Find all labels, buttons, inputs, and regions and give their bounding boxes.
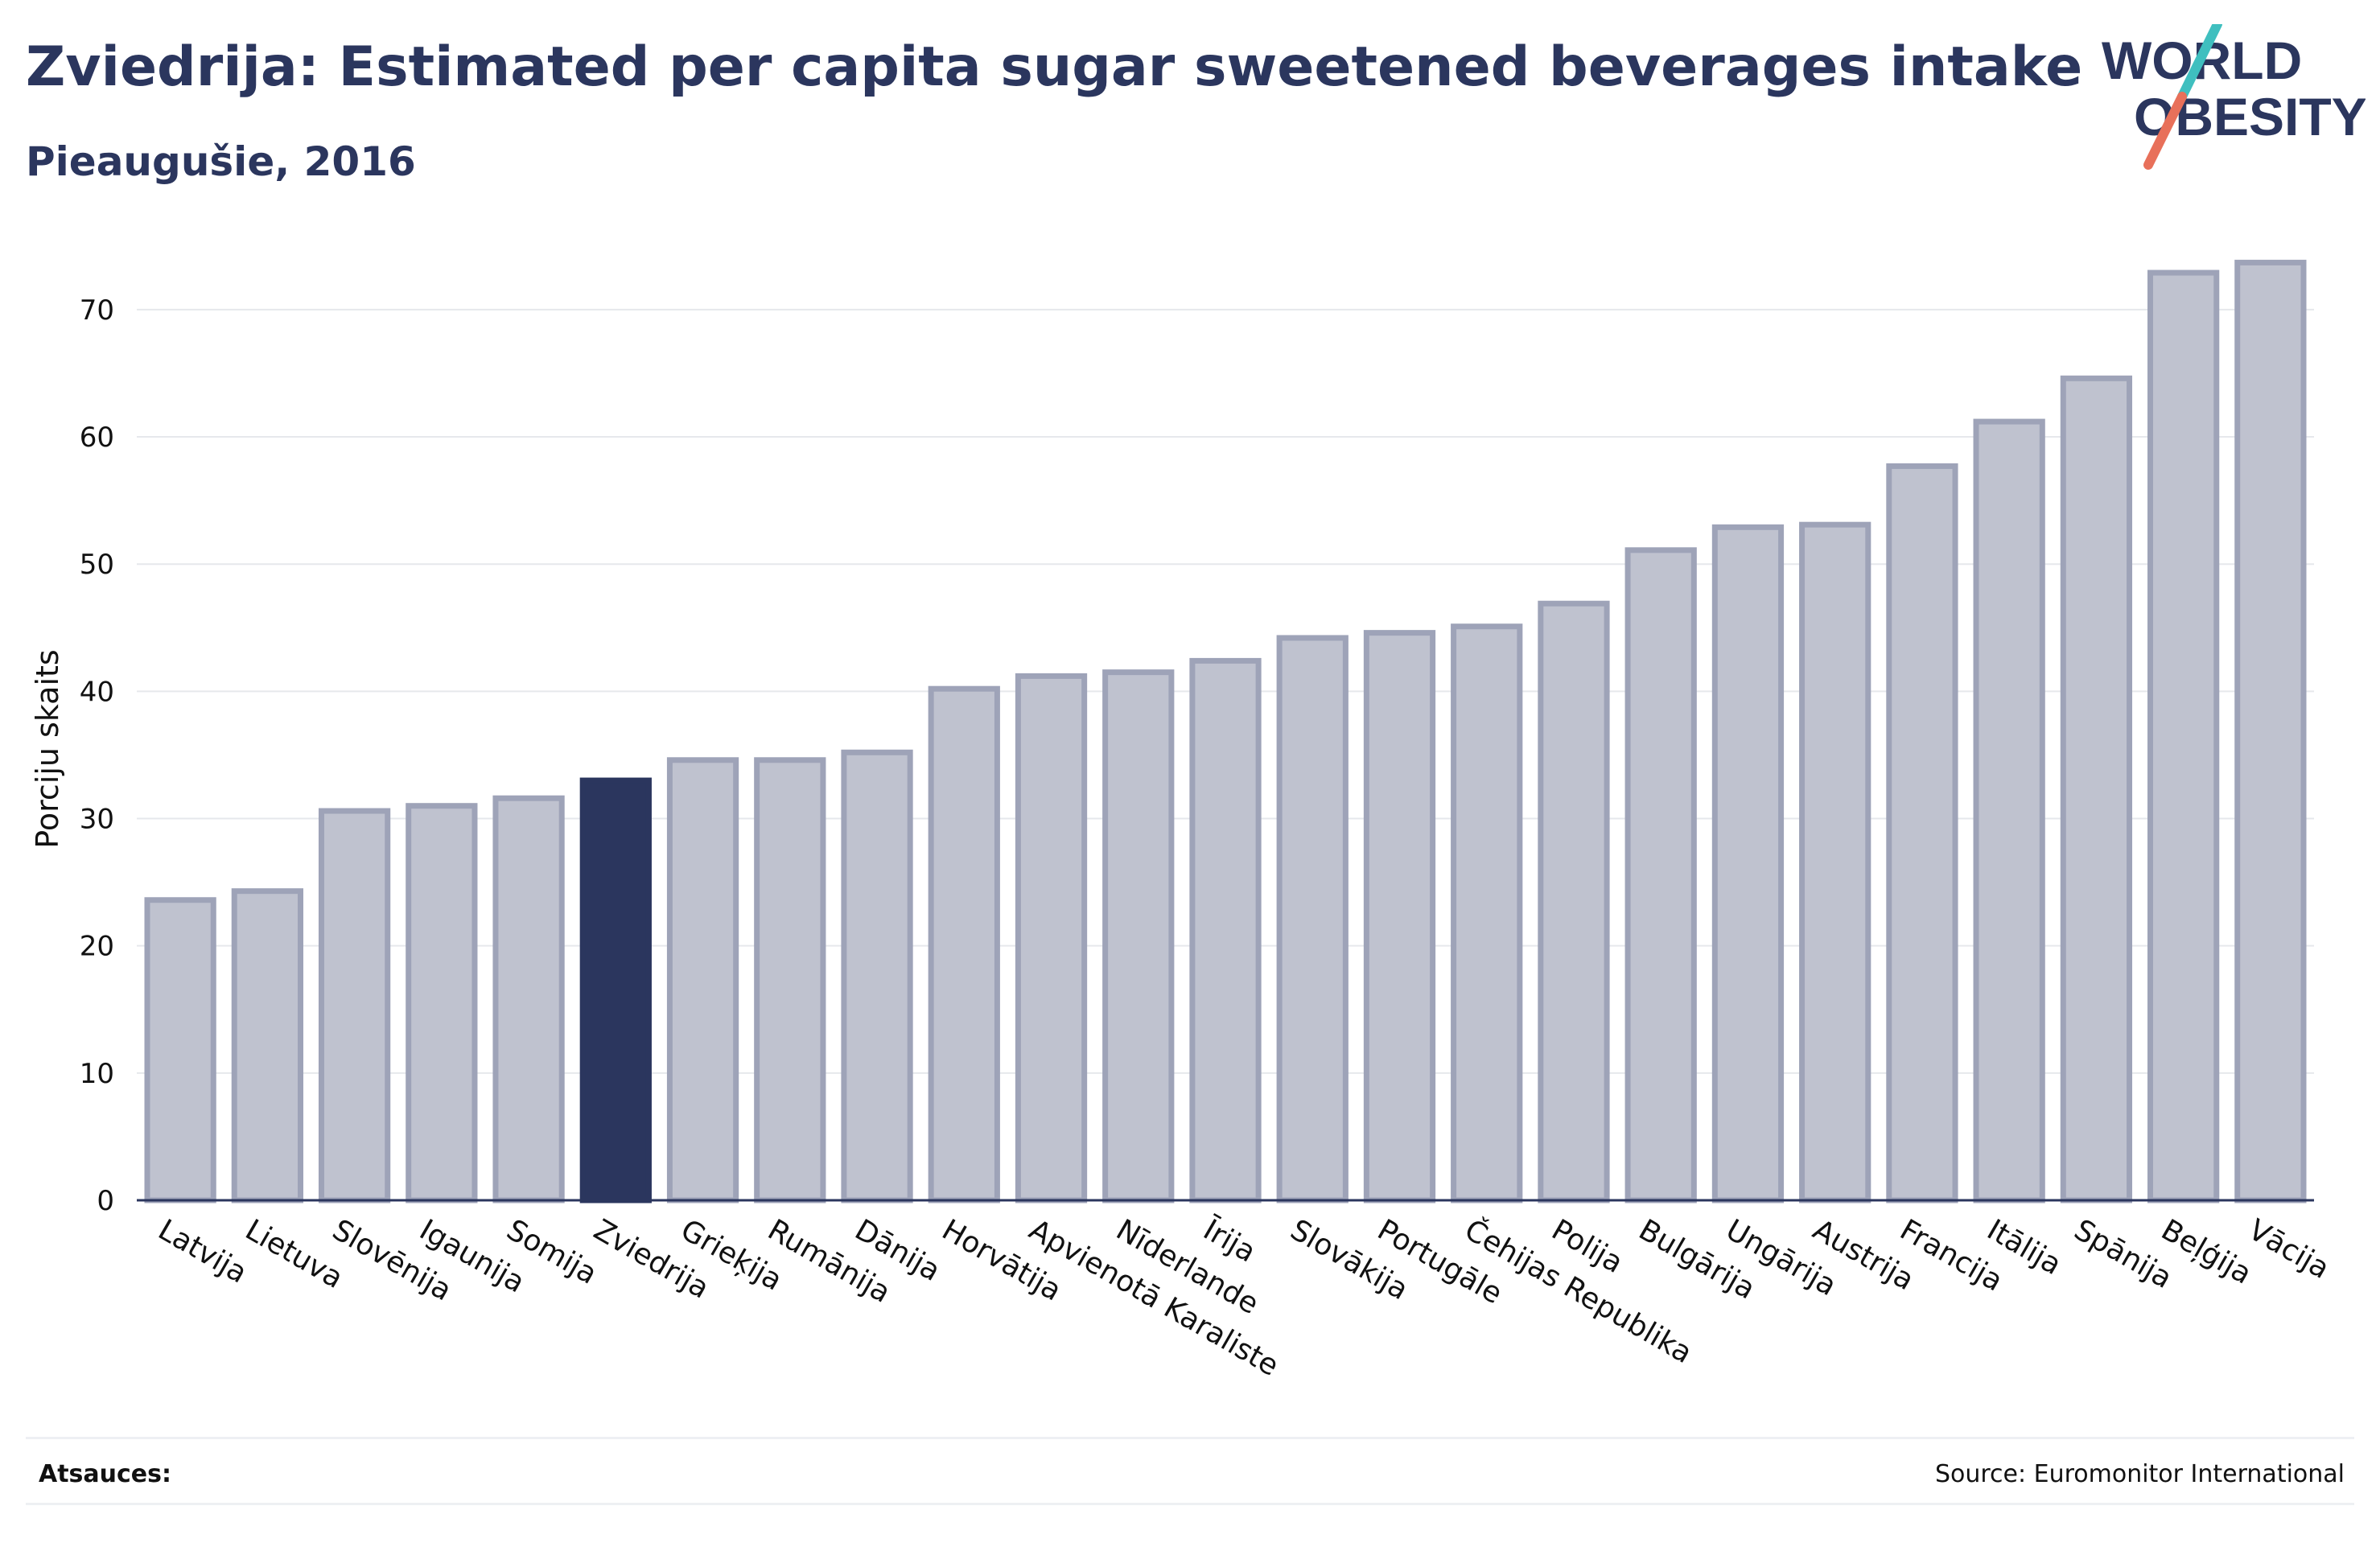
- bar: [2234, 259, 2307, 1203]
- bar: [2147, 269, 2220, 1203]
- x-tick-label: Latvija: [153, 1213, 253, 1290]
- bar: [318, 808, 391, 1203]
- bar: [1624, 547, 1697, 1203]
- y-tick-label: 50: [80, 549, 114, 581]
- y-tick-label: 0: [97, 1185, 114, 1217]
- y-tick-label: 40: [80, 676, 114, 708]
- bar: [841, 749, 913, 1203]
- y-tick-label: 30: [80, 804, 114, 836]
- x-tick-label: Beļģija: [2156, 1213, 2257, 1290]
- bar: [1015, 673, 1088, 1203]
- source-text: Source: Euromonitor International: [1934, 1460, 2345, 1488]
- footer-divider-bottom: [26, 1503, 2354, 1505]
- bar: [492, 795, 565, 1203]
- chart-title: Zviedrija: Estimated per capita sugar sw…: [26, 35, 2083, 99]
- y-tick-label: 60: [80, 422, 114, 454]
- bar: [1102, 669, 1175, 1203]
- bar-highlighted: [579, 777, 652, 1203]
- bar: [231, 888, 303, 1203]
- bar: [1711, 524, 1785, 1203]
- bar: [1363, 630, 1436, 1203]
- y-axis-label: Porciju skaits: [30, 649, 65, 848]
- logo-stroke-top: [2177, 24, 2222, 101]
- references-label: Atsauces:: [39, 1460, 171, 1488]
- bar: [1973, 418, 2045, 1203]
- bar: [1799, 521, 1871, 1203]
- y-tick-label: 20: [80, 931, 114, 963]
- bar: [1451, 623, 1523, 1203]
- bar: [1189, 657, 1262, 1203]
- x-tick-label: Spānija: [2069, 1213, 2177, 1295]
- chart-subtitle: Pieaugušie, 2016: [26, 138, 416, 185]
- bar: [1886, 463, 1958, 1203]
- bar: [1276, 635, 1349, 1203]
- y-tick-label: 70: [80, 294, 114, 327]
- bar: [2060, 375, 2133, 1203]
- footer-divider-top: [26, 1437, 2354, 1439]
- bar: [144, 897, 216, 1203]
- logo-stroke-bottom: [2143, 92, 2187, 170]
- bar: [1538, 600, 1610, 1203]
- world-obesity-logo: WORLD OBESITY: [2102, 24, 2366, 170]
- bar: [928, 685, 1000, 1203]
- bar: [754, 757, 826, 1203]
- bar: [406, 803, 478, 1203]
- bar: [666, 757, 739, 1203]
- x-tick-label: Vācija: [2242, 1213, 2335, 1286]
- x-tick-label: Lietuva: [240, 1213, 348, 1295]
- y-tick-label: 10: [80, 1058, 114, 1090]
